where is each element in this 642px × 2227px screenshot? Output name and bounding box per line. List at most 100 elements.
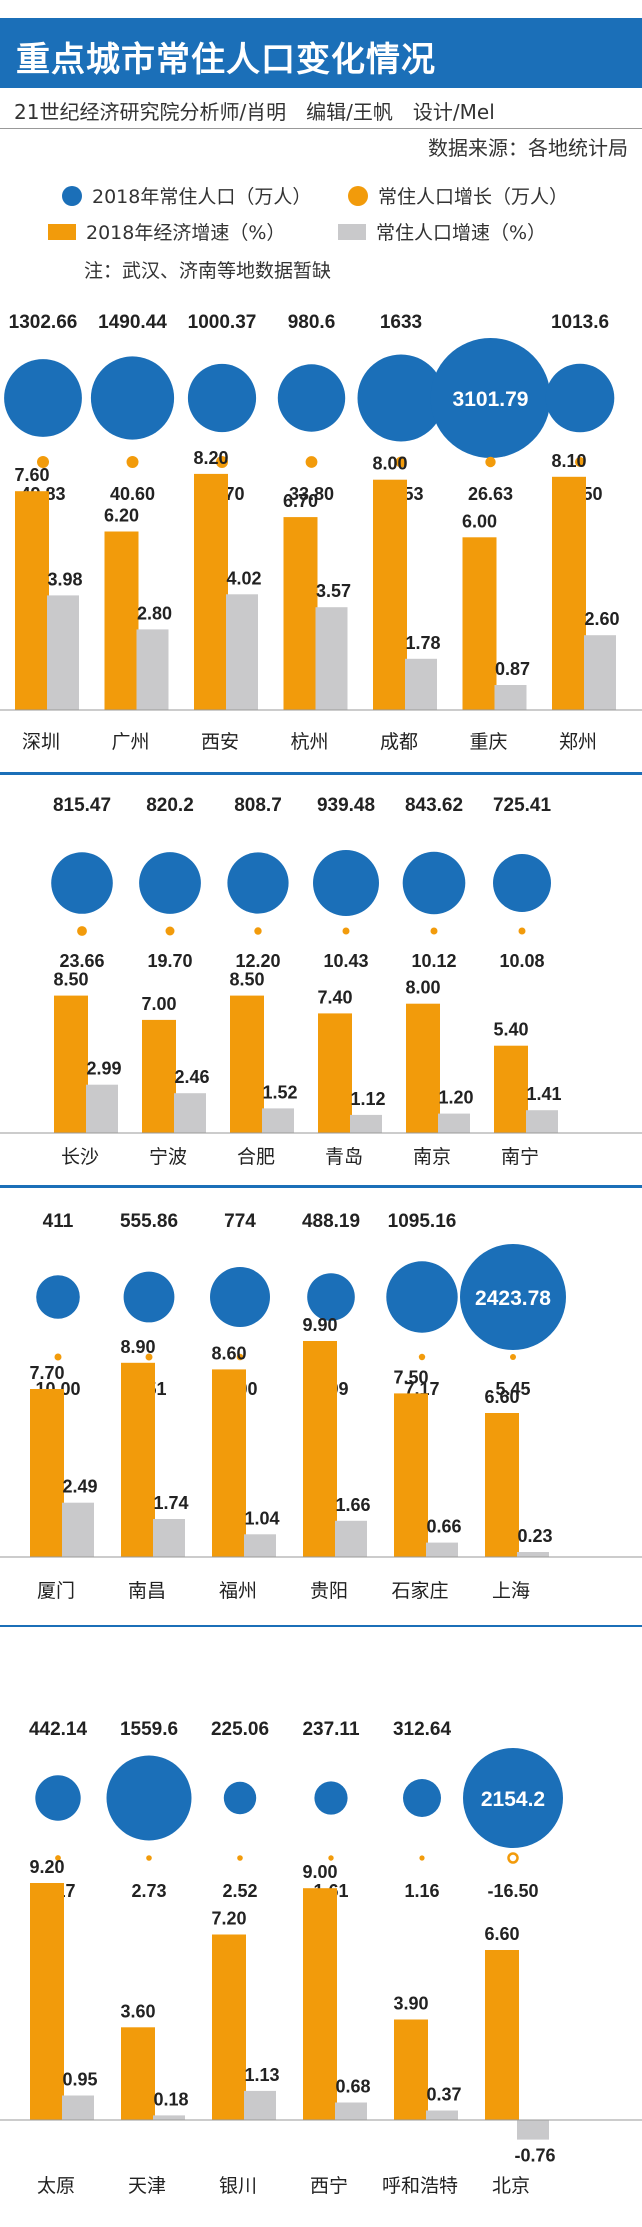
category-label: 北京 — [492, 2175, 530, 2197]
growth-dot — [575, 457, 585, 467]
population-rate-bar — [62, 2095, 94, 2120]
population-circle — [493, 854, 551, 912]
gdp-growth-bar — [303, 1341, 337, 1557]
population-label: 1000.37 — [188, 312, 257, 333]
category-label: 深圳 — [22, 731, 60, 753]
gdp-growth-label: 3.60 — [120, 2001, 155, 2021]
population-rate-label: 2.60 — [584, 609, 619, 629]
category-label: 太原 — [37, 2175, 75, 2197]
population-circle — [223, 1781, 257, 1815]
category-label: 合肥 — [237, 1146, 275, 1168]
growth-dot — [37, 456, 49, 468]
population-rate-label: 1.20 — [438, 1088, 473, 1108]
population-rate-label: 3.98 — [47, 569, 82, 589]
legend-label: 2018年经济增速（%） — [86, 222, 286, 244]
growth-dot — [342, 927, 350, 935]
gdp-growth-bar — [121, 2027, 155, 2120]
credit-line: 21世纪经济研究院分析师/肖明 编辑/王帆 设计/Mel — [14, 100, 495, 124]
population-label: 808.7 — [234, 795, 282, 816]
population-circle — [106, 1755, 192, 1841]
growth-dot — [305, 456, 318, 468]
growth-dot — [418, 1353, 426, 1361]
population-rate-bar — [426, 1542, 458, 1557]
population-rate-bar — [244, 1534, 276, 1557]
population-rate-bar — [335, 1520, 367, 1557]
gdp-growth-label: 7.50 — [393, 1367, 428, 1387]
population-circle — [403, 1779, 441, 1817]
population-rate-label: 0.87 — [495, 659, 530, 679]
population-rate-bar — [584, 635, 616, 710]
growth-label: 10.12 — [411, 951, 456, 971]
population-label: 1302.66 — [9, 312, 78, 333]
population-label: 939.48 — [317, 795, 375, 816]
gdp-growth-label: 9.00 — [302, 1862, 337, 1882]
growth-label: 5.45 — [495, 1379, 530, 1399]
gdp-growth-bar — [552, 476, 586, 710]
population-label: 488.19 — [302, 1211, 360, 1232]
growth-label: -16.50 — [487, 1881, 538, 1901]
gdp-growth-bar — [104, 531, 139, 710]
population-circle — [187, 363, 257, 433]
population-circle — [386, 1261, 458, 1333]
chart-group-4: 442.144.179.200.95太原1559.62.733.600.18天津… — [0, 1719, 642, 2197]
category-label: 上海 — [492, 1580, 530, 1602]
population-rate-bar — [315, 607, 348, 710]
gdp-growth-label: 6.20 — [104, 506, 139, 526]
gdp-growth-bar — [194, 473, 228, 710]
gdp-growth-bar — [318, 1013, 352, 1133]
gdp-growth-bar — [394, 1393, 428, 1557]
population-circle — [463, 1748, 563, 1848]
title-bar: 重点城市常住人口变化情况 — [0, 18, 642, 88]
population-label: 1559.6 — [120, 1719, 178, 1740]
population-label: 774 — [224, 1211, 256, 1232]
population-rate-bar — [494, 685, 527, 710]
population-rate-label: 1.04 — [244, 1508, 279, 1528]
growth-dot — [518, 927, 526, 935]
growth-label: 2.52 — [222, 1881, 257, 1901]
population-circle — [4, 359, 82, 437]
growth-label: 19.70 — [147, 951, 192, 971]
gdp-growth-bar — [394, 2019, 428, 2120]
gdp-growth-label: 7.60 — [14, 465, 49, 485]
population-rate-bar — [517, 2120, 549, 2140]
population-circle — [51, 852, 113, 914]
growth-label: 10.43 — [323, 951, 368, 971]
growth-label: 10.08 — [499, 951, 544, 971]
category-label: 南京 — [413, 1146, 451, 1168]
population-rate-label: 3.57 — [316, 581, 351, 601]
growth-dot — [237, 1855, 243, 1861]
population-rate-bar — [226, 594, 258, 710]
population-label: 442.14 — [29, 1719, 88, 1740]
gdp-growth-label: 7.70 — [29, 1363, 64, 1383]
population-circle — [35, 1775, 81, 1821]
population-rate-label: 1.13 — [244, 2065, 279, 2085]
population-rate-label: 2.99 — [86, 1059, 121, 1079]
population-rate-label: -0.76 — [514, 2146, 555, 2166]
gdp-growth-bar — [121, 1362, 155, 1557]
growth-dot — [145, 1353, 153, 1361]
growth-dot — [126, 456, 139, 468]
growth-label: 26.63 — [468, 484, 513, 504]
gdp-growth-label: 7.20 — [211, 1909, 246, 1929]
orange-circle-icon — [348, 185, 368, 206]
population-label: 225.06 — [211, 1719, 269, 1740]
chart-group-1: 1302.6649.837.603.98深圳1490.4440.606.202.… — [0, 312, 642, 775]
legend-population-growth-rate: 常住人口增速（%） — [338, 218, 546, 245]
gdp-growth-label: 7.40 — [317, 987, 352, 1007]
gdp-growth-label: 8.50 — [229, 970, 264, 990]
note: 注：武汉、济南等地数据暂缺 — [84, 260, 332, 282]
population-label: 820.2 — [146, 795, 194, 816]
gdp-growth-label: 8.10 — [551, 451, 586, 471]
gdp-growth-bar — [373, 479, 407, 710]
population-rate-label: 0.23 — [517, 1526, 552, 1546]
category-label: 天津 — [128, 2175, 166, 2197]
category-label: 南昌 — [128, 1580, 166, 1602]
section-divider — [0, 1185, 642, 1188]
population-rate-bar — [335, 2102, 367, 2120]
population-label: 237.11 — [302, 1719, 359, 1740]
population-rate-bar — [350, 1114, 382, 1133]
category-label: 郑州 — [559, 731, 597, 753]
population-label: 312.64 — [393, 1719, 452, 1740]
population-circle — [277, 364, 346, 432]
gdp-growth-bar — [485, 1413, 519, 1557]
